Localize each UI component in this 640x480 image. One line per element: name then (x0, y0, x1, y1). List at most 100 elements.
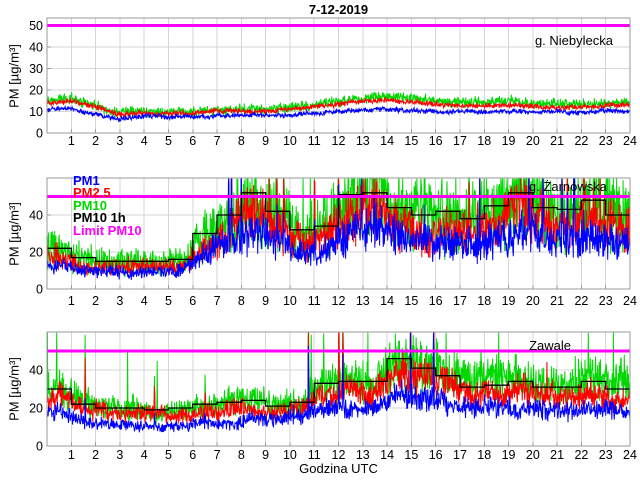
x-tick-label: 6 (189, 448, 196, 462)
pm10-1h-step-line (47, 357, 630, 411)
x-tick-label: 21 (550, 448, 564, 462)
x-tick-label: 3 (116, 294, 123, 308)
x-tick-label: 1 (68, 134, 75, 148)
x-tick-label: 19 (502, 134, 516, 148)
legend-item-pm10: PM10 (73, 197, 107, 213)
x-tick-label: 13 (356, 448, 370, 462)
y-tick-label: 10 (29, 105, 43, 119)
x-tick-label: 19 (502, 294, 516, 308)
y-tick-label: 0 (36, 127, 43, 141)
x-tick-label: 5 (165, 294, 172, 308)
legend-item-pm1: PM1 (73, 173, 100, 188)
x-tick-label: 4 (141, 294, 148, 308)
x-tick-label: 11 (308, 448, 321, 462)
legend-item-pm10-1h: PM10 1h (73, 210, 126, 226)
x-axis-label: Godzina UTC (299, 461, 378, 476)
x-tick-label: 23 (599, 294, 613, 308)
station-label-zawale: Zawale (529, 338, 571, 353)
station-label-niebylecka: g. Niebylecka (534, 33, 613, 48)
x-tick-label: 2 (92, 294, 99, 308)
x-tick-label: 20 (526, 134, 540, 148)
x-tick-label: 13 (356, 134, 370, 148)
x-tick-label: 16 (429, 134, 443, 148)
x-tick-label: 21 (550, 294, 564, 308)
x-tick-label: 10 (283, 294, 297, 308)
x-tick-label: 13 (356, 294, 370, 308)
x-tick-label: 20 (526, 294, 540, 308)
x-tick-label: 8 (238, 134, 245, 148)
x-tick-label: 10 (283, 134, 297, 148)
x-tick-label: 3 (116, 134, 123, 148)
x-tick-label: 16 (429, 448, 443, 462)
x-tick-label: 5 (165, 448, 172, 462)
axes-frame (46, 17, 631, 134)
y-axis-label-panel3: PM [µg/m³] (6, 357, 22, 421)
x-tick-label: 9 (262, 294, 269, 308)
legend-item-pm2-5: PM2.5 (73, 185, 111, 201)
legend: PM1 PM2.5 PM10 PM10 1h Limit PM10 (73, 173, 142, 238)
x-tick-label: 12 (332, 448, 346, 462)
figure-title: 7-12-2019 (308, 2, 369, 17)
y-tick-label: 50 (29, 19, 43, 33)
x-tick-label: 20 (526, 448, 540, 462)
y-tick-label: 20 (29, 402, 43, 416)
legend-item-limit-pm10: Limit PM10 (73, 222, 142, 238)
x-tick-label: 6 (189, 134, 196, 148)
x-tick-label: 2 (92, 134, 99, 148)
x-tick-label: 7 (214, 294, 221, 308)
y-tick-label: 30 (29, 62, 43, 76)
y-tick-label: 20 (29, 84, 43, 98)
x-tick-label: 1 (68, 448, 75, 462)
x-tick-label: 23 (599, 134, 613, 148)
x-tick-label: 17 (453, 294, 467, 308)
x-tick-label: 9 (262, 448, 269, 462)
x-tick-label: 21 (550, 134, 564, 148)
x-tick-label: 15 (404, 448, 418, 462)
pm1-line (46, 104, 631, 123)
x-tick-label: 24 (623, 134, 637, 148)
x-tick-label: 24 (623, 448, 637, 462)
zarnowska-panel: 1 2 3 4 5 6 7 8 9 10 11 12 13 14 15 16 17 18 19 20 21 22 23 240… (29, 177, 637, 308)
x-tick-label: 18 (477, 448, 491, 462)
x-tick-label: 7 (214, 448, 221, 462)
x-tick-label: 2 (92, 448, 99, 462)
x-tick-label: 24 (623, 294, 637, 308)
x-tick-label: 4 (141, 134, 148, 148)
x-tick-label: 22 (574, 294, 588, 308)
y-tick-label: 0 (36, 283, 43, 297)
x-tick-label: 14 (380, 448, 394, 462)
x-tick-label: 3 (116, 448, 123, 462)
x-tick-label: 16 (429, 294, 443, 308)
pm1-line (46, 178, 631, 280)
x-tick-label: 15 (404, 134, 418, 148)
axes-frame (46, 331, 631, 447)
x-tick-label: 6 (189, 294, 196, 308)
x-tick-label: 22 (574, 448, 588, 462)
x-tick-label: 18 (477, 294, 491, 308)
x-tick-label: 10 (283, 448, 297, 462)
x-tick-label: 18 (477, 134, 491, 148)
y-tick-label: 20 (29, 246, 43, 260)
x-tick-label: 11 (308, 294, 321, 308)
x-tick-label: 14 (380, 134, 394, 148)
y-tick-label: 0 (36, 440, 43, 454)
pm10-1h-step-line (47, 192, 630, 262)
x-tick-label: 8 (238, 448, 245, 462)
x-tick-label: 9 (262, 134, 269, 148)
y-tick-label: 40 (29, 41, 43, 55)
x-tick-label: 23 (599, 448, 613, 462)
station-label-zarnowska: g. Żarnówska (528, 179, 607, 194)
pm1-line (46, 332, 631, 433)
x-tick-label: 19 (502, 448, 516, 462)
x-tick-label: 8 (238, 294, 245, 308)
x-tick-label: 15 (404, 294, 418, 308)
x-tick-label: 4 (141, 448, 148, 462)
x-tick-label: 17 (453, 448, 467, 462)
y-axis-label-panel2: PM [µg/m³] (6, 201, 22, 266)
x-tick-label: 22 (574, 134, 588, 148)
pm25-line (46, 332, 631, 425)
axes-frame (46, 177, 631, 290)
x-tick-label: 12 (332, 134, 346, 148)
